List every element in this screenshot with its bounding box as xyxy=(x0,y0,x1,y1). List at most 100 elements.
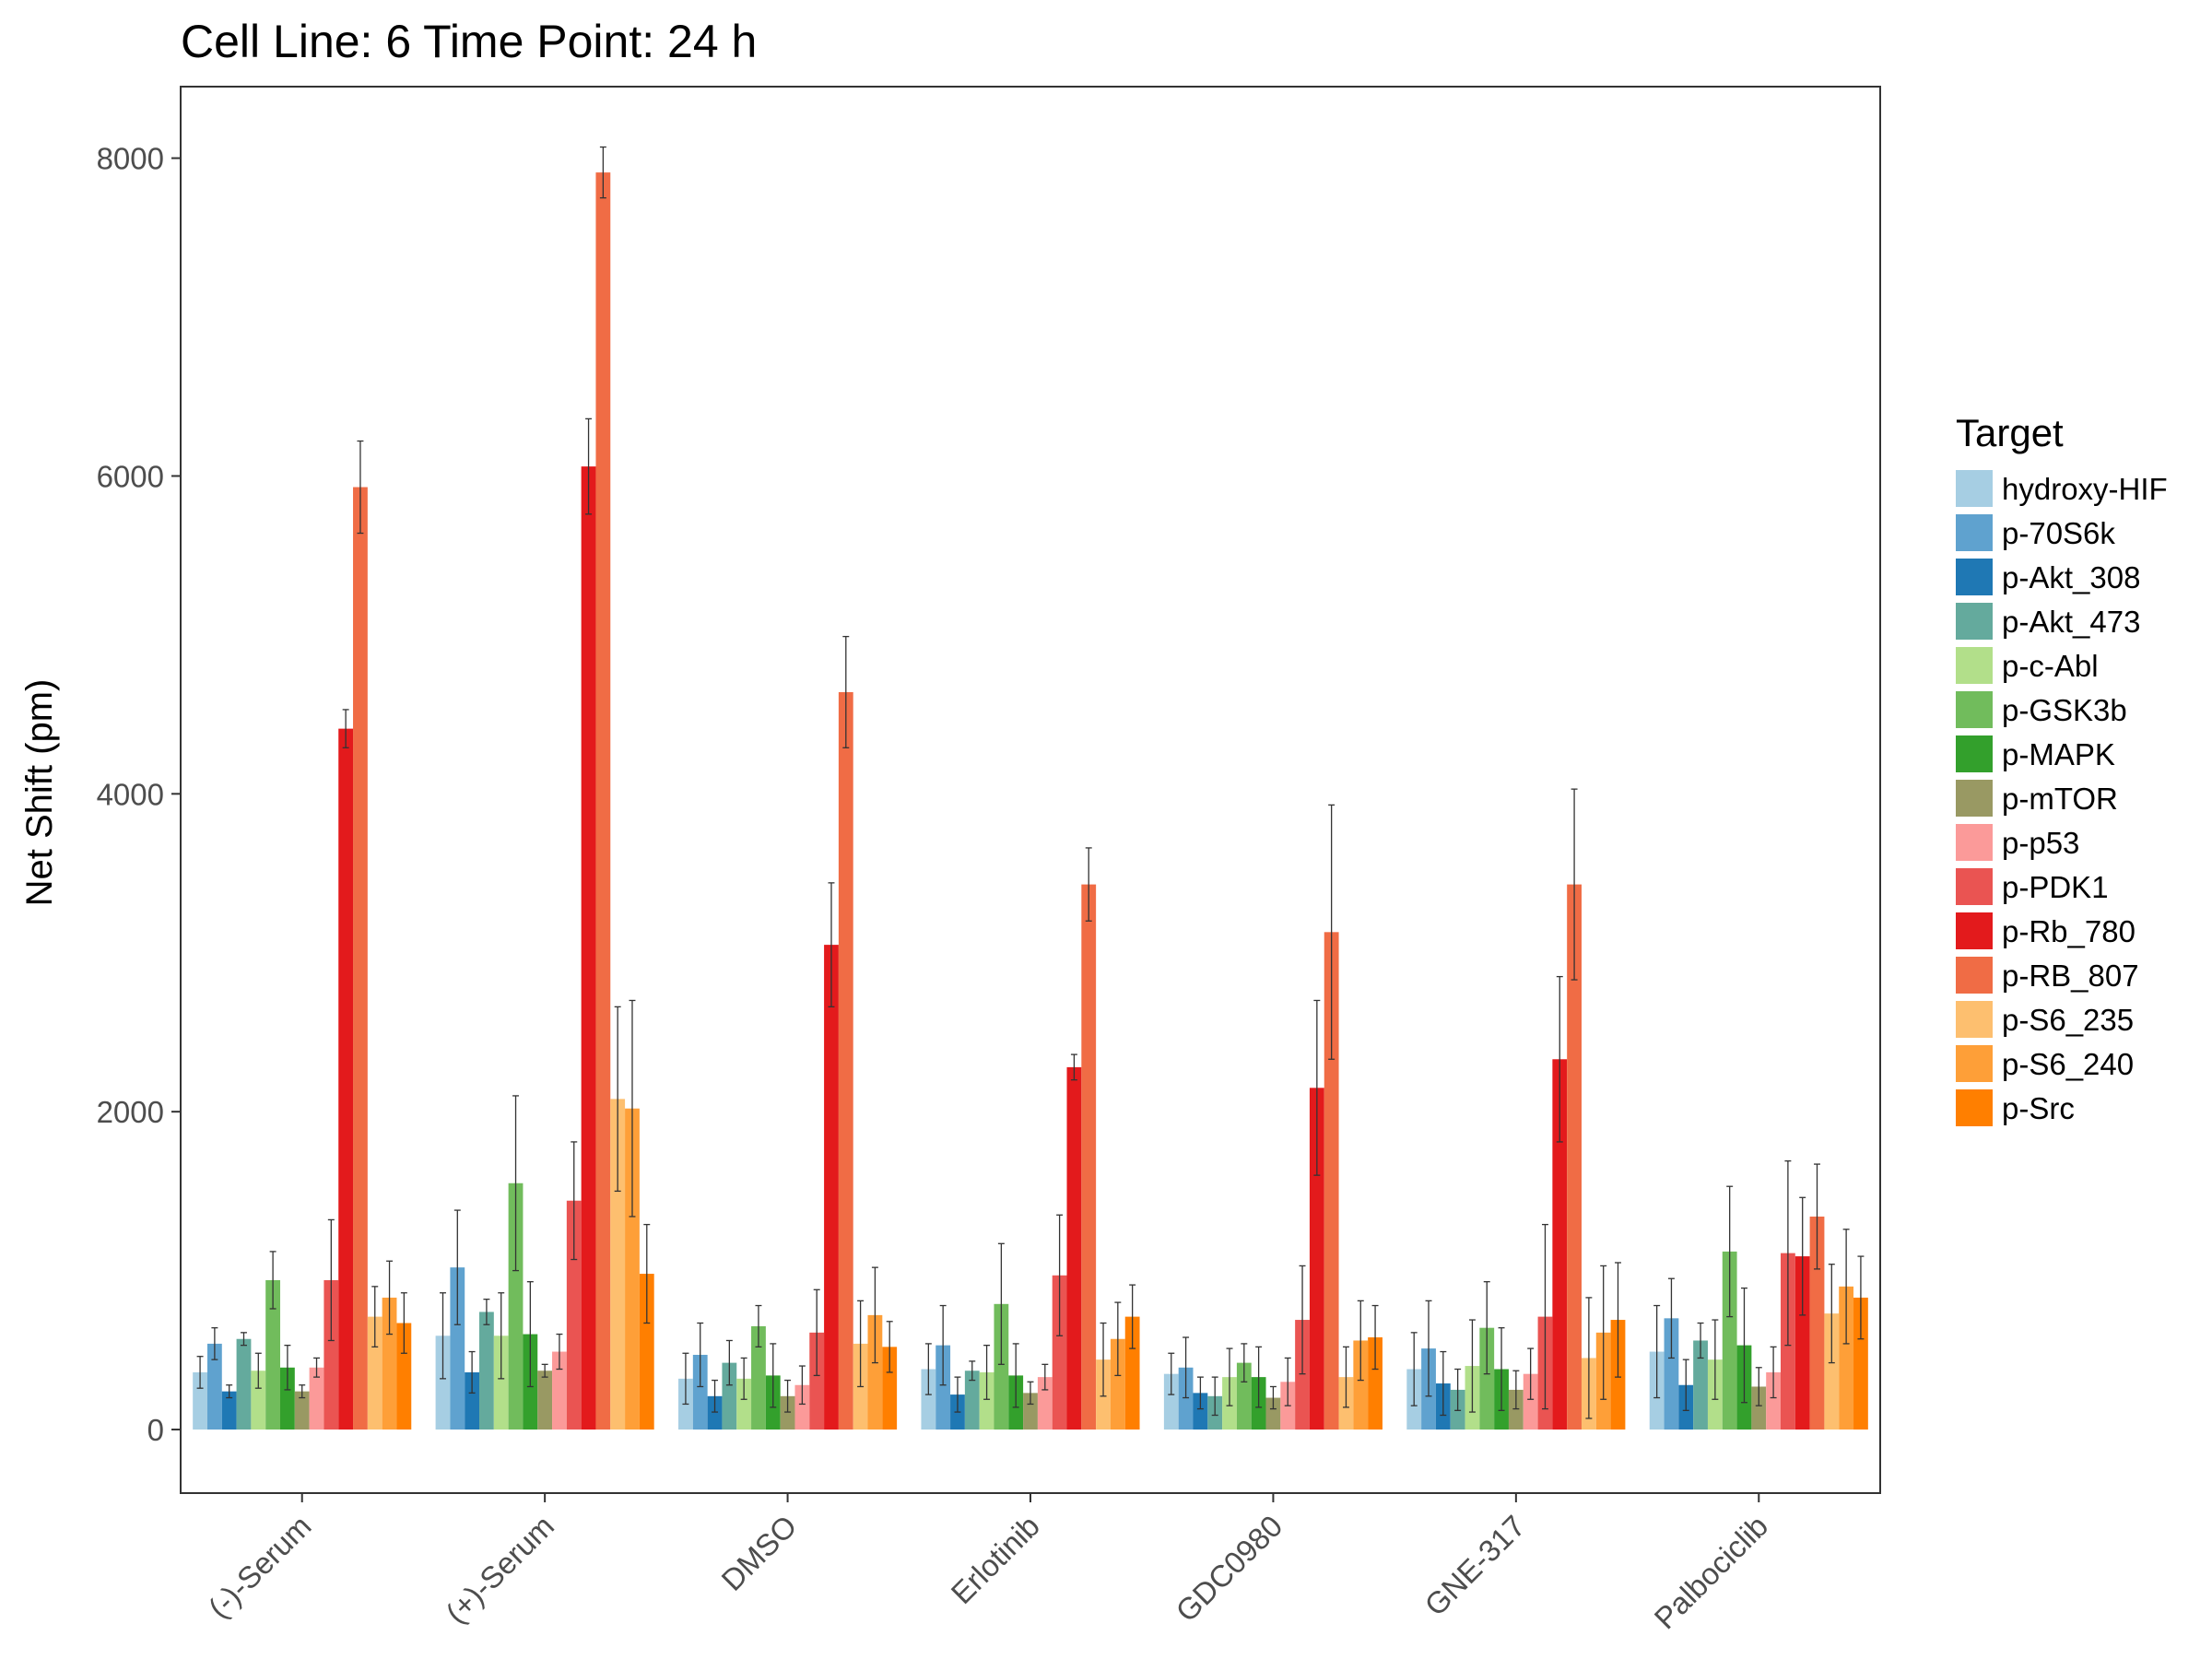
x-tick-label: DMSO xyxy=(714,1509,803,1597)
y-tick-label: 8000 xyxy=(97,142,164,176)
x-tick-label: GNE-317 xyxy=(1418,1509,1531,1622)
bar xyxy=(780,1395,795,1430)
legend-label: p-MAPK xyxy=(2002,737,2115,771)
legend-label: p-Akt_473 xyxy=(2002,605,2140,639)
error-bar xyxy=(682,1352,689,1406)
bar xyxy=(294,1391,310,1430)
bar xyxy=(206,1343,222,1430)
legend-item: p-70S6k xyxy=(1956,514,2115,551)
error-bar xyxy=(1357,1300,1364,1382)
bars xyxy=(193,172,1868,1430)
error-bar xyxy=(828,882,835,1008)
legend-label: hydroxy-HIF xyxy=(2002,472,2168,506)
legend-swatch xyxy=(1956,603,1993,640)
error-bar xyxy=(1842,1229,1850,1345)
bar xyxy=(1124,1316,1140,1430)
bar xyxy=(236,1338,252,1430)
legend-label: p-S6_235 xyxy=(2002,1003,2134,1037)
bar xyxy=(935,1345,951,1430)
bar xyxy=(251,1371,266,1430)
legend-label: p-Rb_780 xyxy=(2002,914,2136,948)
bar xyxy=(639,1274,654,1430)
bar xyxy=(1552,1059,1568,1430)
error-bar xyxy=(1196,1376,1204,1410)
legend-label: p-S6_240 xyxy=(2002,1047,2134,1081)
y-axis: 0 2000 4000 6000 8000 xyxy=(97,142,181,1447)
bar xyxy=(493,1335,509,1430)
bar xyxy=(736,1378,752,1430)
legend-item: p-c-Abl xyxy=(1956,647,2099,684)
bar xyxy=(265,1279,281,1430)
error-bar xyxy=(1085,847,1092,922)
error-bar xyxy=(556,1333,563,1371)
legend-item: p-Akt_308 xyxy=(1956,559,2140,595)
error-bar xyxy=(1667,1277,1675,1359)
error-bar xyxy=(1027,1381,1034,1406)
error-bar xyxy=(1410,1332,1418,1406)
error-bar xyxy=(784,1379,792,1413)
bar xyxy=(1265,1397,1281,1430)
error-bar xyxy=(1726,1185,1734,1318)
error-bar xyxy=(1556,975,1563,1143)
error-bar xyxy=(1483,1281,1490,1375)
error-bar xyxy=(629,999,636,1218)
x-axis: (-)-Serum (+)-Serum DMSO Erlotinib GDC0980 GN… xyxy=(202,1493,1775,1636)
bar xyxy=(1722,1251,1737,1430)
bar xyxy=(1163,1373,1179,1430)
error-bar xyxy=(1468,1319,1476,1413)
error-bar xyxy=(269,1251,276,1310)
y-tick-label: 6000 xyxy=(97,459,164,493)
legend-item: p-Src xyxy=(1956,1089,2075,1126)
error-bar xyxy=(1371,1304,1379,1371)
x-tick-label: GDC0980 xyxy=(1169,1509,1288,1629)
error-bar xyxy=(1114,1301,1122,1377)
error-bar xyxy=(1313,999,1321,1176)
legend-label: p-Src xyxy=(2002,1091,2075,1125)
legend-label: p-p53 xyxy=(2002,826,2079,860)
legend-swatch xyxy=(1956,912,1993,949)
legend-item: p-PDK1 xyxy=(1956,868,2109,905)
legend-item: p-GSK3b xyxy=(1956,691,2127,728)
error-bar xyxy=(740,1357,747,1400)
error-bar xyxy=(1585,1297,1593,1419)
bar xyxy=(465,1371,480,1430)
legend-swatch xyxy=(1956,868,1993,905)
legend-swatch xyxy=(1956,559,1993,595)
bar xyxy=(324,1279,339,1430)
bar xyxy=(979,1371,994,1430)
error-bar xyxy=(1512,1370,1520,1410)
error-bar xyxy=(599,146,606,199)
bar xyxy=(1236,1362,1252,1430)
bar xyxy=(338,728,354,1430)
bar xyxy=(1295,1320,1310,1430)
bar xyxy=(692,1354,708,1430)
error-bar xyxy=(1857,1255,1865,1340)
x-tick-label: Palbociclib xyxy=(1648,1509,1775,1636)
error-bar xyxy=(1056,1214,1064,1336)
bar xyxy=(382,1297,397,1430)
x-tick-label: (+)-Serum xyxy=(439,1509,560,1630)
y-tick-label: 4000 xyxy=(97,777,164,811)
error-bar xyxy=(526,1281,534,1388)
error-bar xyxy=(1211,1376,1218,1417)
bar xyxy=(625,1108,640,1430)
error-bar xyxy=(541,1363,548,1378)
plot-panel xyxy=(180,86,1881,1494)
bar xyxy=(1037,1377,1053,1430)
bar xyxy=(1824,1313,1840,1430)
bar xyxy=(1052,1275,1067,1430)
bar xyxy=(1794,1256,1810,1430)
error-bar xyxy=(1284,1357,1291,1406)
bar xyxy=(1066,1066,1082,1430)
bar xyxy=(994,1303,1009,1430)
bar xyxy=(964,1371,980,1430)
error-bar xyxy=(643,1223,651,1324)
error-bar xyxy=(1600,1265,1607,1400)
error-bar xyxy=(1741,1287,1747,1404)
legend-label: p-70S6k xyxy=(2002,516,2115,550)
legend-label: p-c-Abl xyxy=(2002,649,2099,683)
error-bar xyxy=(755,1304,762,1348)
error-bar xyxy=(725,1339,733,1386)
legend-swatch xyxy=(1956,691,1993,728)
